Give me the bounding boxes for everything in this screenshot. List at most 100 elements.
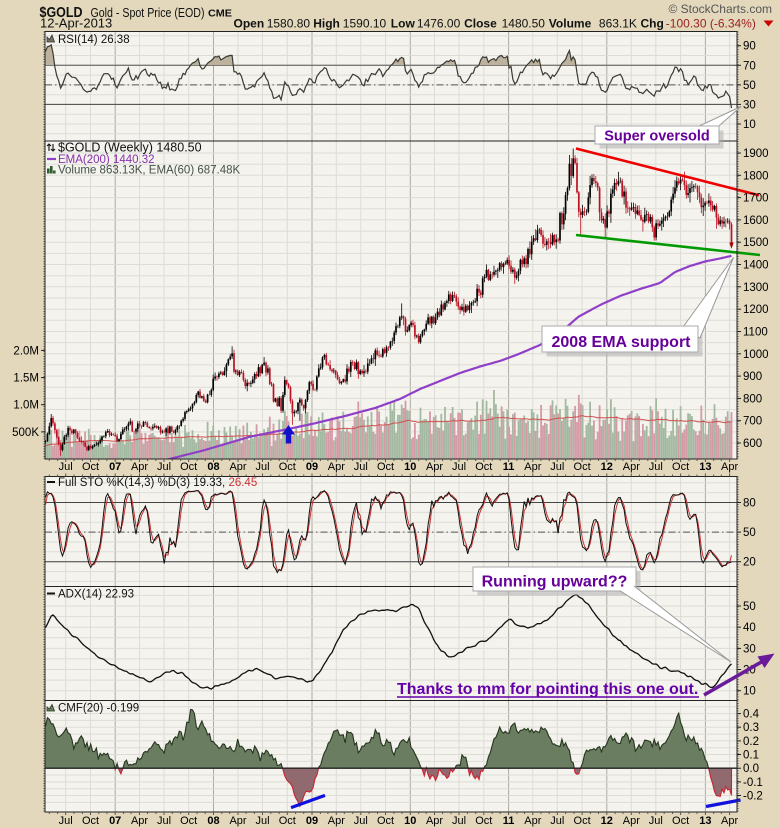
svg-text:1600: 1600 xyxy=(743,215,769,227)
svg-text:30: 30 xyxy=(743,99,756,111)
svg-text:Apr: Apr xyxy=(623,461,640,473)
svg-text:Oct: Oct xyxy=(279,815,296,827)
svg-text:Full STO %K(14,3) %D(3) 19.33,: Full STO %K(14,3) %D(3) 19.33, 26.45 xyxy=(58,477,257,489)
svg-text:Gold - Spot Price (EOD): Gold - Spot Price (EOD) xyxy=(91,6,205,20)
svg-text:Jul: Jul xyxy=(255,815,269,827)
svg-text:Oct: Oct xyxy=(82,461,99,473)
svg-text:500K: 500K xyxy=(12,427,39,439)
svg-text:Oct: Oct xyxy=(574,461,591,473)
svg-text:Jul: Jul xyxy=(649,815,663,827)
svg-text:12: 12 xyxy=(601,461,613,473)
svg-text:08: 08 xyxy=(207,461,219,473)
svg-text:Chg: Chg xyxy=(641,17,664,31)
svg-text:Apr: Apr xyxy=(229,461,246,473)
svg-text:90: 90 xyxy=(743,41,756,53)
svg-text:Oct: Oct xyxy=(180,815,197,827)
svg-text:Oct: Oct xyxy=(475,461,492,473)
svg-text:0.0: 0.0 xyxy=(743,763,759,775)
svg-text:0.1: 0.1 xyxy=(743,750,759,762)
svg-text:900: 900 xyxy=(743,371,762,383)
svg-text:863.1K: 863.1K xyxy=(599,17,637,31)
svg-text:Oct: Oct xyxy=(377,461,394,473)
svg-text:800: 800 xyxy=(743,393,762,405)
svg-text:Open: Open xyxy=(234,17,265,31)
svg-text:Apr: Apr xyxy=(721,461,738,473)
svg-text:10: 10 xyxy=(404,461,416,473)
svg-text:Apr: Apr xyxy=(229,815,246,827)
svg-text:10: 10 xyxy=(743,686,756,698)
svg-text:50: 50 xyxy=(743,601,756,613)
svg-text:700: 700 xyxy=(743,416,762,428)
svg-text:Oct: Oct xyxy=(82,815,99,827)
svg-text:Jul: Jul xyxy=(59,461,73,473)
svg-text:Super oversold: Super oversold xyxy=(604,129,710,145)
svg-text:600: 600 xyxy=(743,438,762,450)
svg-text:80: 80 xyxy=(743,498,756,510)
svg-text:20: 20 xyxy=(743,557,756,569)
svg-text:Jul: Jul xyxy=(550,815,564,827)
svg-text:Jul: Jul xyxy=(452,815,466,827)
svg-text:1480.50: 1480.50 xyxy=(502,17,546,31)
svg-text:Oct: Oct xyxy=(672,461,689,473)
svg-text:1100: 1100 xyxy=(743,327,768,339)
svg-text:Close: Close xyxy=(464,17,497,31)
svg-text:07: 07 xyxy=(109,815,121,827)
svg-text:Volume: Volume xyxy=(549,17,592,31)
svg-text:CME: CME xyxy=(208,8,232,20)
svg-text:10: 10 xyxy=(404,815,416,827)
svg-text:Jul: Jul xyxy=(550,461,564,473)
svg-text:Apr: Apr xyxy=(426,815,443,827)
svg-text:1000: 1000 xyxy=(743,349,769,361)
svg-text:0.2: 0.2 xyxy=(743,736,759,748)
svg-text:Oct: Oct xyxy=(475,815,492,827)
svg-text:70: 70 xyxy=(743,60,756,72)
svg-text:1800: 1800 xyxy=(743,170,769,182)
svg-text:Jul: Jul xyxy=(157,461,171,473)
svg-text:Oct: Oct xyxy=(377,815,394,827)
svg-text:Apr: Apr xyxy=(131,815,148,827)
svg-text:12-Apr-2013: 12-Apr-2013 xyxy=(40,16,112,31)
svg-text:-0.1: -0.1 xyxy=(743,777,763,789)
svg-text:09: 09 xyxy=(306,815,318,827)
svg-text:1476.00: 1476.00 xyxy=(417,17,461,31)
svg-text:1500: 1500 xyxy=(743,237,769,249)
svg-text:Jul: Jul xyxy=(452,461,466,473)
svg-text:EMA(200) 1440.32: EMA(200) 1440.32 xyxy=(58,154,155,166)
svg-text:Oct: Oct xyxy=(574,815,591,827)
svg-text:Apr: Apr xyxy=(328,815,345,827)
svg-text:1900: 1900 xyxy=(743,148,769,160)
svg-text:1700: 1700 xyxy=(743,193,769,205)
svg-text:Low: Low xyxy=(391,17,416,31)
svg-text:Oct: Oct xyxy=(279,461,296,473)
svg-text:1200: 1200 xyxy=(743,304,769,316)
svg-text:Apr: Apr xyxy=(524,815,541,827)
svg-text:1300: 1300 xyxy=(743,282,769,294)
svg-text:High: High xyxy=(313,17,340,31)
svg-text:2008 EMA support: 2008 EMA support xyxy=(552,334,692,351)
svg-text:12: 12 xyxy=(601,815,613,827)
svg-text:Oct: Oct xyxy=(180,461,197,473)
svg-text:Thanks to mm for pointing this: Thanks to mm for pointing this one out. xyxy=(397,681,698,698)
svg-text:50: 50 xyxy=(743,80,756,92)
svg-text:Jul: Jul xyxy=(354,461,368,473)
svg-text:Jul: Jul xyxy=(59,815,73,827)
svg-text:$GOLD: $GOLD xyxy=(40,4,83,21)
svg-text:Apr: Apr xyxy=(131,461,148,473)
svg-text:11: 11 xyxy=(503,461,515,473)
svg-text:Oct: Oct xyxy=(672,815,689,827)
svg-text:0.4: 0.4 xyxy=(743,709,760,721)
svg-text:13: 13 xyxy=(699,815,711,827)
svg-text:1590.10: 1590.10 xyxy=(343,17,387,31)
svg-text:CMF(20) -0.199: CMF(20) -0.199 xyxy=(58,703,139,715)
svg-text:Jul: Jul xyxy=(354,815,368,827)
svg-text:ADX(14) 22.93: ADX(14) 22.93 xyxy=(58,589,134,601)
svg-text:1.0M: 1.0M xyxy=(13,400,39,412)
svg-text:10: 10 xyxy=(743,119,756,131)
svg-text:08: 08 xyxy=(207,815,219,827)
svg-text:Apr: Apr xyxy=(524,461,541,473)
svg-text:Jul: Jul xyxy=(649,461,663,473)
svg-text:RSI(14) 26.38: RSI(14) 26.38 xyxy=(58,34,130,46)
svg-text:09: 09 xyxy=(306,461,318,473)
svg-text:Apr: Apr xyxy=(623,815,640,827)
svg-text:-100.30 (-6.34%): -100.30 (-6.34%) xyxy=(666,17,756,31)
